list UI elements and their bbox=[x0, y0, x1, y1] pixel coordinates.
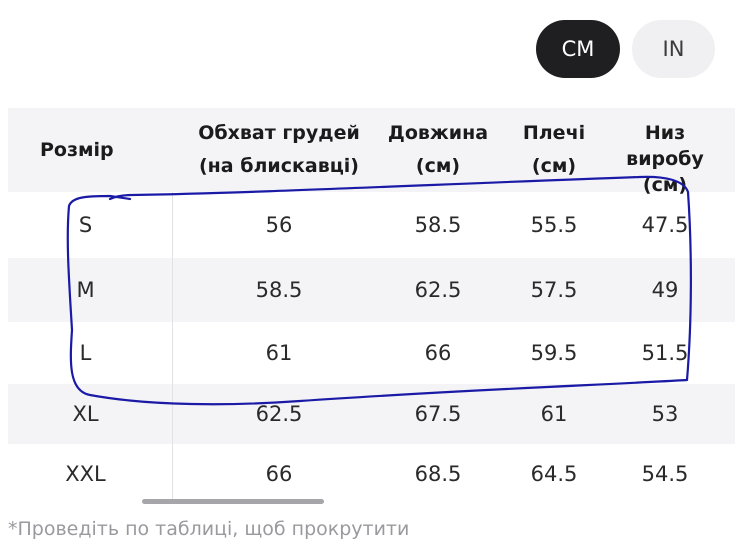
sticky-column-divider bbox=[172, 192, 173, 502]
size-cell: L bbox=[79, 341, 92, 365]
horizontal-scrollbar[interactable] bbox=[142, 499, 324, 504]
table-row: XL 62.5 67.5 61 53 bbox=[8, 384, 735, 444]
size-cell: M bbox=[76, 278, 95, 302]
table-row: S 56 58.5 55.5 47.5 bbox=[8, 192, 735, 258]
chest-cell: 66 bbox=[265, 462, 293, 486]
length-cell: 62.5 bbox=[414, 278, 462, 302]
length-cell: 58.5 bbox=[414, 213, 462, 237]
hem-cell: 54.5 bbox=[641, 462, 689, 486]
shoulders-cell: 64.5 bbox=[530, 462, 578, 486]
header-shoulders: Плечі (см) bbox=[522, 122, 586, 177]
hem-cell: 49 bbox=[651, 278, 679, 302]
shoulders-cell: 59.5 bbox=[530, 341, 578, 365]
chest-cell: 61 bbox=[265, 341, 293, 365]
hem-cell: 53 bbox=[651, 402, 679, 426]
chest-cell: 62.5 bbox=[255, 402, 303, 426]
chest-cell: 58.5 bbox=[255, 278, 303, 302]
shoulders-cell: 57.5 bbox=[530, 278, 578, 302]
table-row: M 58.5 62.5 57.5 49 bbox=[8, 258, 735, 322]
chest-cell: 56 bbox=[265, 213, 293, 237]
length-cell: 66 bbox=[424, 341, 452, 365]
hem-cell: 51.5 bbox=[641, 341, 689, 365]
in-unit-button[interactable]: IN bbox=[632, 20, 715, 78]
length-cell: 68.5 bbox=[414, 462, 462, 486]
scroll-hint: *Проведіть по таблиці, щоб прокрутити bbox=[8, 518, 410, 540]
header-chest: Обхват грудей (на блискавці) bbox=[198, 122, 360, 177]
table-row: XXL 66 68.5 64.5 54.5 bbox=[8, 444, 735, 504]
size-cell: S bbox=[78, 213, 93, 237]
cm-unit-button[interactable]: CM bbox=[536, 20, 620, 78]
length-cell: 67.5 bbox=[414, 402, 462, 426]
shoulders-cell: 55.5 bbox=[530, 213, 578, 237]
header-hem: Низ виробу (см) bbox=[626, 122, 704, 196]
table-row: L 61 66 59.5 51.5 bbox=[8, 322, 735, 384]
header-size: Розмір bbox=[40, 138, 114, 161]
size-cell: XXL bbox=[65, 462, 106, 486]
table-header-row: Розмір Обхват грудей (на блискавці) Довж… bbox=[8, 108, 735, 196]
hem-cell: 47.5 bbox=[641, 213, 689, 237]
shoulders-cell: 61 bbox=[540, 402, 568, 426]
header-length: Довжина (см) bbox=[387, 122, 489, 177]
size-cell: XL bbox=[72, 402, 99, 426]
